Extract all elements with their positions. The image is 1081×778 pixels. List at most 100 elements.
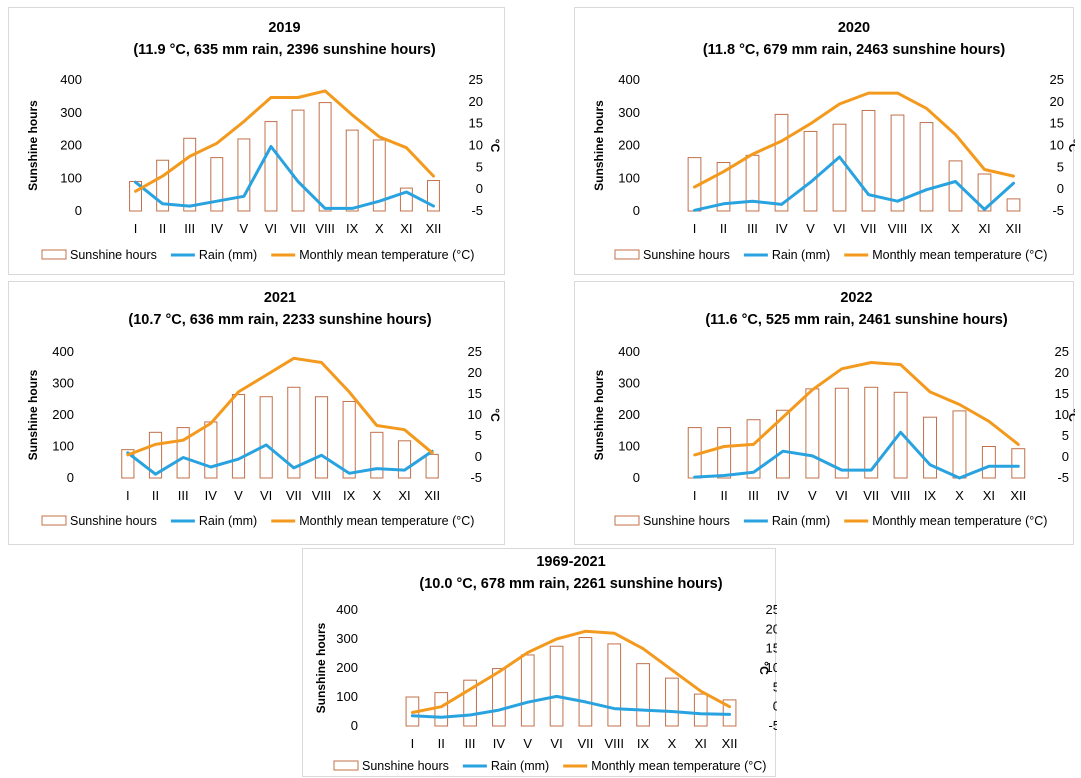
y-axis-label: Sunshine hours (592, 100, 606, 191)
x-tick-label: XI (400, 221, 412, 236)
chart-svg: 2021 (10.7 °C, 636 mm rain, 2233 sunshine… (26, 290, 502, 528)
y2-tick-label: 0 (475, 449, 482, 464)
x-tick-label: II (721, 488, 728, 503)
legend-label: Sunshine hours (643, 514, 730, 528)
sunshine-bar (717, 427, 732, 479)
x-tick-label: VI (550, 736, 562, 751)
chart-svg: 2020 (11.8 °C, 679 mm rain, 2463 sunshine… (592, 20, 1075, 262)
x-tick-label: I (411, 736, 415, 751)
chart-subtitle: (10.7 °C, 636 mm rain, 2233 sunshine hou… (128, 312, 431, 328)
y2-tick-label: 5 (476, 159, 483, 174)
y2-tick-label: 10 (1050, 138, 1064, 153)
sunshine-bar (1006, 198, 1021, 212)
rain-line (134, 145, 435, 210)
sunshine-bar (210, 157, 224, 212)
y2-tick-label: 15 (766, 641, 777, 656)
x-tick-label: I (134, 221, 138, 236)
temperature-line (693, 91, 1015, 189)
x-tick-label: III (748, 488, 759, 503)
y-tick-label: 100 (52, 439, 74, 454)
sunshine-bar (861, 109, 876, 212)
y2-axis-label: °C (488, 408, 502, 422)
x-tick-label: IV (205, 488, 218, 503)
x-tick-label: IV (211, 221, 224, 236)
sunshine-bar (370, 431, 384, 479)
x-tick-label: II (152, 488, 159, 503)
x-tick-label: X (951, 221, 960, 236)
x-tick-label: III (747, 221, 758, 236)
x-tick-label: X (955, 488, 964, 503)
legend-label: Monthly mean temperature (°C) (591, 759, 766, 773)
x-tick-label: III (178, 488, 189, 503)
chart-panel-2021: 2021 (10.7 °C, 636 mm rain, 2233 sunshine… (8, 281, 505, 545)
x-tick-label: X (372, 488, 381, 503)
y2-tick-label: 25 (766, 602, 777, 617)
y2-tick-label: 20 (468, 365, 482, 380)
x-tick-label: XI (398, 488, 410, 503)
sunshine-bar (1011, 448, 1026, 479)
sunshine-bar (775, 409, 790, 479)
x-tick-label: VI (260, 488, 272, 503)
chart-title: 2021 (264, 290, 296, 306)
sunshine-bar (318, 102, 332, 212)
y2-tick-label: 25 (1050, 72, 1064, 87)
legend-label: Rain (mm) (772, 514, 830, 528)
y2-axis-label: °C (1066, 139, 1075, 153)
chart-panel-2019: 2019 (11.9 °C, 635 mm rain, 2396 sunshine… (8, 7, 505, 275)
x-tick-label: XII (426, 221, 442, 236)
y2-tick-label: 20 (1055, 365, 1069, 380)
y-tick-label: 400 (60, 72, 82, 87)
y-tick-label: 100 (618, 170, 640, 185)
x-tick-label: V (806, 221, 815, 236)
y2-tick-label: 5 (773, 679, 777, 694)
chart-svg: 2022 (11.6 °C, 525 mm rain, 2461 sunshine… (592, 290, 1075, 528)
y-tick-label: 300 (52, 376, 74, 391)
sunshine-bar (259, 396, 273, 479)
legend-label: Monthly mean temperature (°C) (872, 514, 1047, 528)
legend-swatch-sunshine (614, 515, 640, 526)
sunshine-bar (176, 427, 190, 479)
chart-subtitle: (11.6 °C, 525 mm rain, 2461 sunshine hou… (705, 312, 1008, 328)
y2-tick-label: 15 (468, 386, 482, 401)
x-tick-label: III (184, 221, 195, 236)
chart-title: 2019 (268, 20, 300, 36)
temperature-line (693, 361, 1020, 457)
y-tick-label: 0 (67, 470, 74, 485)
x-tick-label: XII (1006, 221, 1022, 236)
y2-tick-label: -5 (1057, 470, 1069, 485)
y-tick-label: 0 (633, 470, 640, 485)
sunshine-bar (803, 130, 818, 212)
y-tick-label: 100 (336, 689, 358, 704)
sunshine-bar (520, 654, 535, 727)
x-tick-label: V (523, 736, 532, 751)
x-tick-label: II (720, 221, 727, 236)
y2-axis-label: °C (1066, 408, 1075, 422)
y-tick-label: 300 (60, 105, 82, 120)
sunshine-bar (549, 645, 564, 727)
y-tick-label: 200 (60, 138, 82, 153)
y-tick-label: 400 (336, 602, 358, 617)
y-tick-label: 200 (52, 407, 74, 422)
x-tick-label: VII (290, 221, 306, 236)
y-tick-label: 300 (336, 631, 358, 646)
sunshine-bar (890, 114, 905, 212)
y2-tick-label: 10 (766, 660, 777, 675)
y-axis-label: Sunshine hours (314, 622, 328, 713)
sunshine-bar (183, 137, 197, 212)
sunshine-bar (425, 453, 439, 479)
y2-tick-label: 5 (475, 428, 482, 443)
sunshine-bar (981, 446, 996, 479)
legend-swatch-sunshine (41, 515, 67, 526)
temperature-line (134, 89, 435, 193)
y2-tick-label: 0 (773, 699, 777, 714)
x-tick-label: VIII (315, 221, 335, 236)
x-tick-label: XI (978, 221, 990, 236)
legend-swatch-sunshine (614, 249, 640, 260)
chart-panel-2022: 2022 (11.6 °C, 525 mm rain, 2461 sunshine… (574, 281, 1075, 545)
sunshine-bar (156, 159, 170, 212)
sunshine-bar (832, 123, 847, 212)
sunshine-bar (237, 138, 251, 212)
y-tick-label: 400 (618, 344, 640, 359)
sunshine-bar (291, 109, 305, 212)
x-tick-label: XI (983, 488, 995, 503)
